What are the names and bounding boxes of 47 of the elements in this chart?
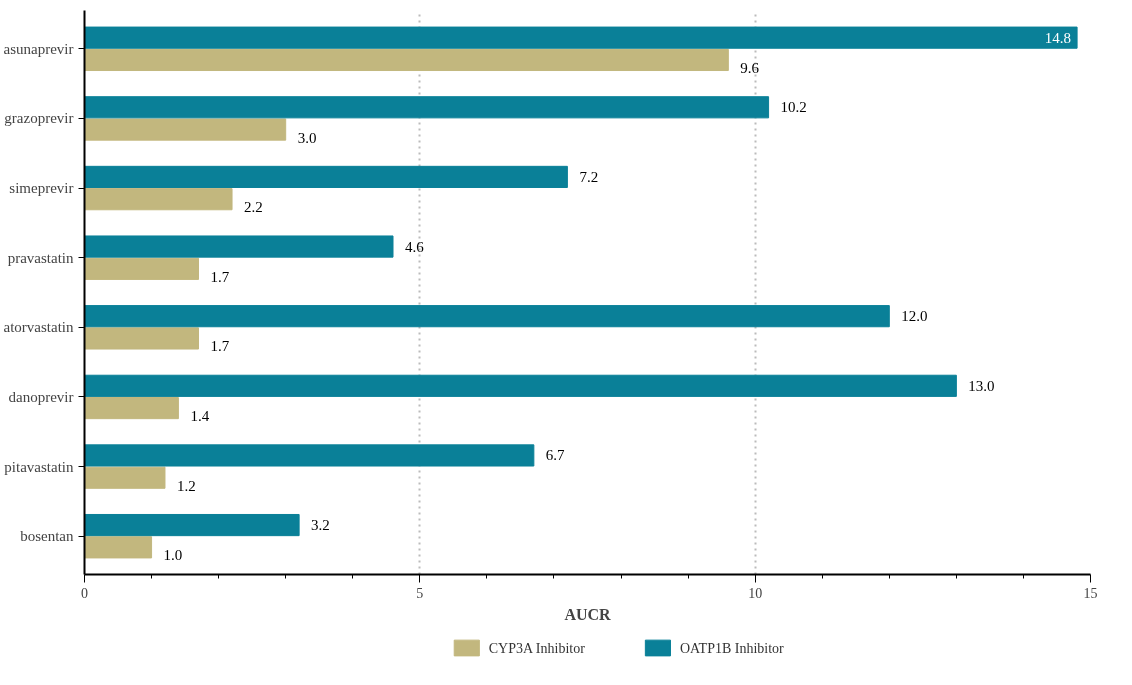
x-tick-label: 15 xyxy=(1083,585,1098,601)
data-label: 1.0 xyxy=(163,547,183,564)
bar xyxy=(84,257,200,280)
bar xyxy=(84,327,200,350)
legend-label: CYP3A Inhibitor xyxy=(488,640,586,656)
bar xyxy=(84,118,287,141)
bar xyxy=(84,48,729,72)
x-tick-label: 5 xyxy=(416,585,424,601)
y-tick-label: pravastatin xyxy=(7,249,74,266)
data-label: 7.2 xyxy=(579,168,599,185)
bar xyxy=(84,397,179,420)
data-label: 1.7 xyxy=(210,268,230,285)
data-label: 2.2 xyxy=(244,199,263,216)
data-label: 12.0 xyxy=(901,308,928,325)
y-tick-label: grazoprevir xyxy=(4,110,74,127)
y-tick-label: atorvastatin xyxy=(3,319,74,336)
bar xyxy=(84,188,233,211)
y-tick-label: asunaprevir xyxy=(3,40,74,57)
y-tick-label: simeprevir xyxy=(9,180,74,197)
y-tick-label: danoprevir xyxy=(8,388,74,405)
data-label: 1.4 xyxy=(190,408,210,425)
data-label: 13.0 xyxy=(968,377,995,394)
data-label: 4.6 xyxy=(405,238,425,255)
bar xyxy=(84,235,394,258)
bar xyxy=(84,466,166,489)
bar xyxy=(84,165,568,188)
bar xyxy=(84,513,300,537)
bar xyxy=(84,536,153,559)
data-label: 3.0 xyxy=(297,129,317,146)
legend-label: OATP1B Inhibitor xyxy=(679,640,785,656)
data-label: 9.6 xyxy=(740,59,760,76)
bar xyxy=(84,26,1078,49)
data-label: 14.8 xyxy=(1044,29,1072,46)
data-label: 6.7 xyxy=(545,447,566,464)
bar xyxy=(84,305,890,328)
data-label: 10.2 xyxy=(780,99,807,116)
data-label: 3.2 xyxy=(311,517,330,534)
bar xyxy=(84,374,957,397)
bar xyxy=(84,444,535,467)
x-tick-label: 0 xyxy=(81,585,88,601)
bar xyxy=(84,96,770,119)
x-tick-label: 10 xyxy=(748,585,763,601)
y-tick-label: pitavastatin xyxy=(4,458,74,475)
data-label: 1.2 xyxy=(176,477,196,494)
data-label: 1.7 xyxy=(210,338,230,355)
x-axis-title: AUCR xyxy=(564,605,612,623)
y-tick-label: bosentan xyxy=(20,528,74,545)
